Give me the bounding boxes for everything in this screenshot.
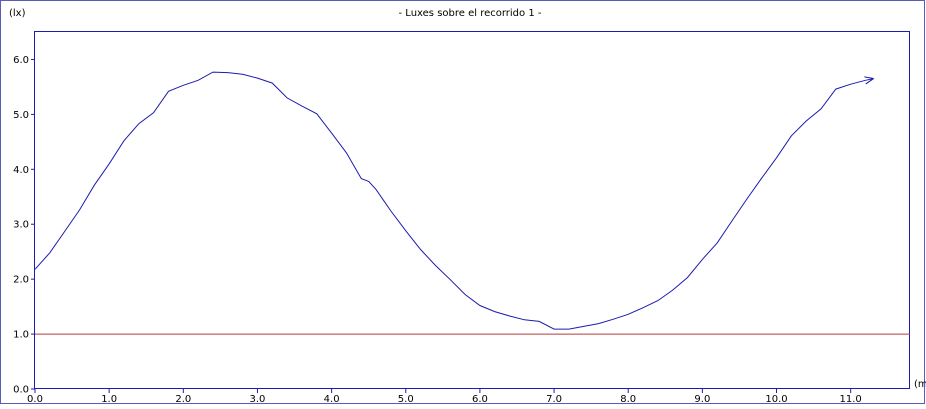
x-tick-label: 2.0 <box>175 394 191 405</box>
illuminance-line <box>34 71 873 330</box>
y-tick-label: 1.0 <box>13 330 29 341</box>
y-tick-label: 3.0 <box>13 220 29 231</box>
x-tick-label: 6.0 <box>472 394 488 405</box>
x-tick-label: 1.0 <box>101 394 117 405</box>
y-tick-label: 2.0 <box>13 275 29 286</box>
x-axis: 0.0 1.0 2.0 3.0 4.0 5.0 6.0 7.0 8.0 9.0 10.0 11.0 <box>27 389 862 405</box>
y-tick-label: 4.0 <box>13 165 29 176</box>
chart-title: - Luxes sobre el recorrido 1 - <box>399 8 542 19</box>
x-tick-label: 4.0 <box>324 394 340 405</box>
x-tick-label: 5.0 <box>398 394 414 405</box>
y-axis: 0.0 1.0 2.0 3.0 4.0 5.0 6.0 <box>13 55 35 396</box>
plot-area <box>34 31 910 389</box>
x-tick-label: 8.0 <box>620 394 636 405</box>
x-tick-label: 11.0 <box>840 394 862 405</box>
x-tick-label: 0.0 <box>27 394 43 405</box>
x-tick-label: 10.0 <box>765 394 787 405</box>
x-tick-label: 3.0 <box>250 394 266 405</box>
y-tick-label: 5.0 <box>13 110 29 121</box>
x-axis-label: (m <box>914 379 926 390</box>
y-tick-label: 6.0 <box>13 55 29 66</box>
y-tick-label: 0.0 <box>13 385 29 396</box>
x-tick-label: 9.0 <box>694 394 710 405</box>
x-tick-label: 7.0 <box>546 394 562 405</box>
y-axis-label: (lx) <box>9 8 26 19</box>
series-layer <box>34 71 910 335</box>
